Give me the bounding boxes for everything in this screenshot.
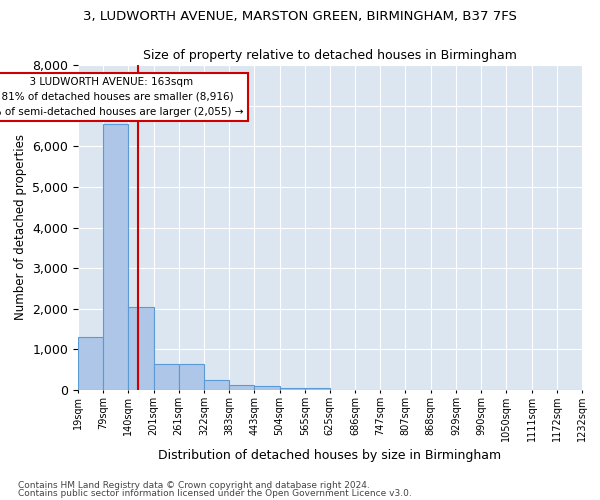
Bar	[254, 386, 280, 390]
Bar	[305, 388, 330, 390]
X-axis label: Distribution of detached houses by size in Birmingham: Distribution of detached houses by size …	[158, 450, 502, 462]
Bar	[229, 385, 254, 390]
Title: Size of property relative to detached houses in Birmingham: Size of property relative to detached ho…	[143, 50, 517, 62]
Text: Contains HM Land Registry data © Crown copyright and database right 2024.: Contains HM Land Registry data © Crown c…	[18, 480, 370, 490]
Bar	[179, 364, 204, 390]
Bar	[128, 306, 154, 390]
Bar	[78, 337, 103, 390]
Bar	[280, 388, 305, 390]
Bar	[103, 124, 128, 390]
Text: Contains public sector information licensed under the Open Government Licence v3: Contains public sector information licen…	[18, 489, 412, 498]
Text: 3, LUDWORTH AVENUE, MARSTON GREEN, BIRMINGHAM, B37 7FS: 3, LUDWORTH AVENUE, MARSTON GREEN, BIRMI…	[83, 10, 517, 23]
Y-axis label: Number of detached properties: Number of detached properties	[14, 134, 27, 320]
Bar	[204, 380, 229, 390]
Bar	[154, 364, 179, 390]
Text: 3 LUDWORTH AVENUE: 163sqm
  ← 81% of detached houses are smaller (8,916)
  19% o: 3 LUDWORTH AVENUE: 163sqm ← 81% of detac…	[0, 77, 244, 117]
